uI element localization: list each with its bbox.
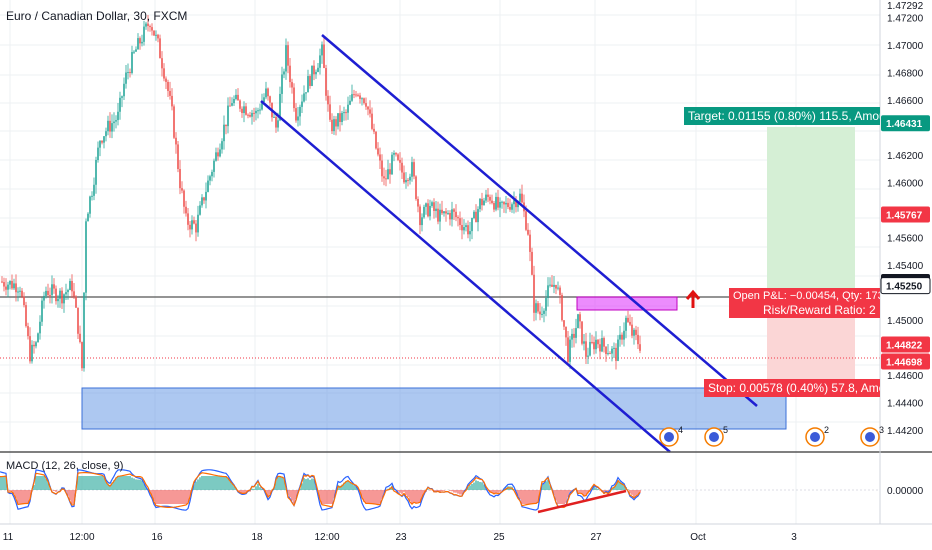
price-tick: 1.44400 (887, 399, 924, 410)
time-tick: 12:00 (69, 532, 94, 543)
svg-text:1.45767: 1.45767 (886, 211, 923, 222)
economic-events-row[interactable]: 4 5 2 3 (659, 425, 884, 447)
time-tick: 23 (395, 532, 407, 543)
time-tick: 18 (251, 532, 263, 543)
long-position-tool[interactable] (767, 127, 855, 384)
chart-title-legend[interactable]: Euro / Canadian Dollar, 30, FXCM (6, 9, 188, 23)
price-tick: 1.45400 (887, 261, 924, 272)
demand-zone-rectangle[interactable] (81, 387, 787, 430)
macd-pane (0, 469, 880, 511)
channel-lower-line[interactable] (260, 100, 671, 453)
macd-axis-tick: 0.00000 (887, 486, 924, 497)
price-tick: 1.45600 (887, 234, 924, 245)
calendar-event-icon[interactable]: 2 (805, 425, 829, 447)
price-tick: 1.44200 (887, 426, 924, 437)
calendar-event-icon[interactable]: 5 (704, 425, 728, 447)
macd-axis[interactable]: 0.00000 (887, 486, 924, 497)
risk-reward-label[interactable]: Risk/Reward Ratio: 2 (729, 302, 880, 318)
price-tick: 1.46000 (887, 179, 924, 190)
price-axis[interactable]: 1.47292 1.47200 1.47000 1.46800 1.46600 1.462… (879, 0, 931, 524)
price-tick: 1.46600 (887, 96, 924, 107)
price-tick: 1.46800 (887, 69, 924, 80)
svg-text:1.46431: 1.46431 (886, 119, 923, 130)
price-badge: 1.46431 (881, 115, 930, 132)
macd-divergence-line[interactable] (537, 489, 627, 514)
macd-line (0, 469, 641, 511)
price-badge: 1.45250 (880, 277, 931, 295)
event-count: 2 (824, 425, 829, 435)
time-tick: 25 (493, 532, 505, 543)
time-tick: 11 (3, 532, 14, 543)
open-pnl-label[interactable]: Open P&L: −0.00454, Qty: 173 (729, 288, 880, 304)
buy-arrow-icon[interactable] (685, 289, 701, 308)
price-tick: 1.44600 (887, 371, 924, 382)
event-count: 3 (879, 425, 884, 435)
candlestick-series (1, 14, 641, 372)
channel-upper-line[interactable] (321, 34, 758, 407)
price-badge: 1.45767 (881, 206, 930, 223)
target-label[interactable]: Target: 0.01155 (0.80%) 115.5, Amount: (684, 107, 880, 125)
stop-label[interactable]: Stop: 0.00578 (0.40%) 57.8, Amount: (704, 379, 880, 397)
time-tick: 16 (151, 532, 163, 543)
grid-lines (0, 0, 880, 524)
time-tick: 3 (791, 532, 797, 543)
calendar-event-icon[interactable]: 4 (659, 425, 683, 447)
signal-line (0, 472, 641, 508)
price-badge: 1.44698 (881, 353, 930, 370)
target-zone[interactable] (767, 127, 855, 298)
svg-text:1.44698: 1.44698 (886, 358, 923, 369)
calendar-event-icon[interactable]: 3 (860, 425, 884, 447)
time-tick: Oct (690, 532, 706, 543)
macd-legend[interactable]: MACD (12, 26, close, 9) (6, 460, 124, 472)
price-tick: 1.46200 (887, 151, 924, 162)
time-tick: 27 (590, 532, 602, 543)
price-tick: 1.47200 (887, 14, 924, 25)
event-count: 5 (723, 425, 728, 435)
event-count: 4 (678, 425, 683, 435)
price-badge: 1.44822 (881, 336, 930, 353)
price-tick: 1.47292 (887, 1, 924, 12)
time-axis[interactable]: 11 12:00 16 18 12:00 23 25 27 Oct 3 (0, 523, 932, 543)
time-tick: 12:00 (314, 532, 339, 543)
price-tick: 1.47000 (887, 41, 924, 52)
price-tick: 1.45000 (887, 316, 924, 327)
svg-text:1.44822: 1.44822 (886, 340, 923, 351)
svg-text:1.45250: 1.45250 (886, 282, 923, 293)
supply-box-rectangle[interactable] (576, 296, 678, 311)
